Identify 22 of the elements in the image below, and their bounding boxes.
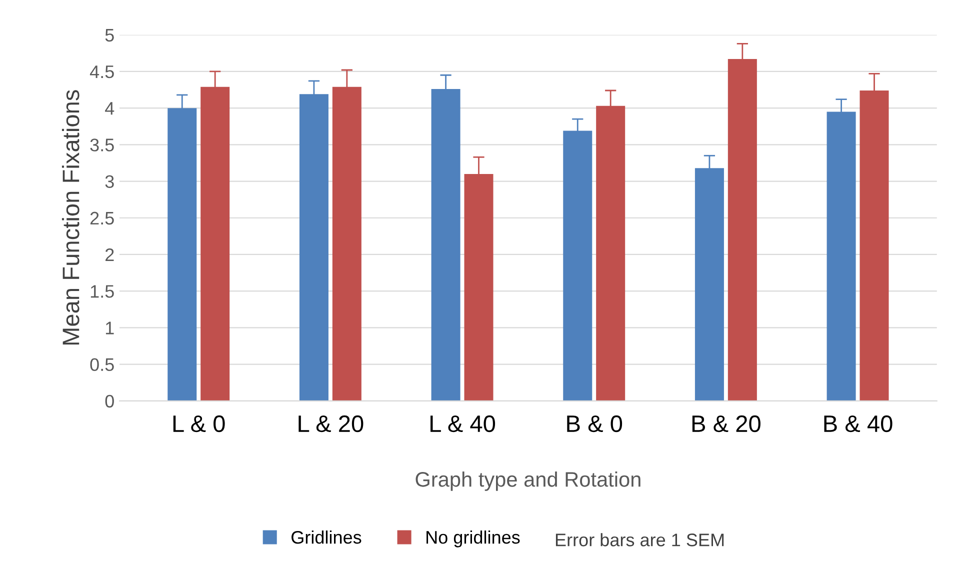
y-tick-label: 2.5 xyxy=(90,212,114,225)
x-tick-label: B & 40 xyxy=(824,415,892,432)
x-tick-label: B & 20 xyxy=(692,415,760,432)
x-tick-label: B & 0 xyxy=(567,415,622,432)
x-axis-title: Graph type and Rotation xyxy=(416,472,640,491)
y-tick-label: 4.5 xyxy=(90,66,114,78)
y-tick-label: 3 xyxy=(105,175,114,188)
y-tick-label: 4 xyxy=(105,102,114,115)
y-tick-label: 3.5 xyxy=(90,138,114,152)
y-tick-label: 2 xyxy=(106,248,114,262)
x-tick-label: L & 0 xyxy=(173,415,225,432)
legend-label: No gridlines xyxy=(426,530,520,548)
y-tick-label: 0 xyxy=(105,394,114,408)
y-tick-label: 1 xyxy=(106,322,114,334)
y-axis-title: Mean Function Fixations xyxy=(62,90,80,345)
y-tick-label: 0.5 xyxy=(90,358,114,372)
x-tick-label: L & 40 xyxy=(430,415,496,432)
y-tick-label: 1.5 xyxy=(90,285,114,298)
x-tick-label: L & 20 xyxy=(298,415,364,432)
legend-label: Gridlines xyxy=(292,530,362,544)
y-tick-label: 5 xyxy=(105,28,114,42)
text: Error bars are 1 SEM xyxy=(556,533,724,546)
